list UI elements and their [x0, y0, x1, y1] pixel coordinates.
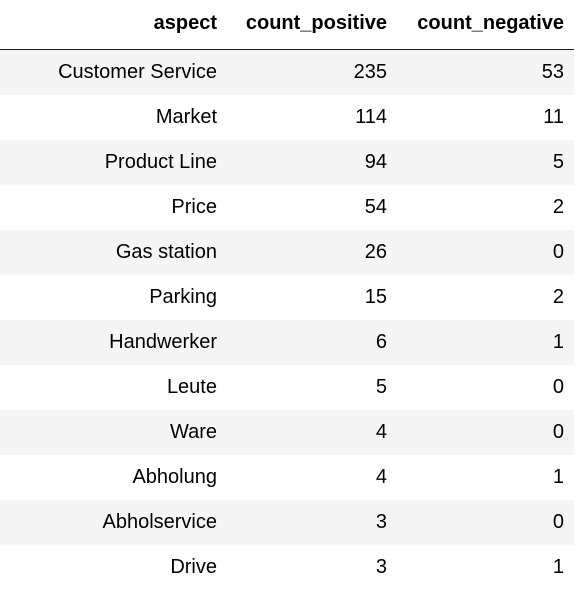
cell-aspect: Parking [0, 275, 226, 320]
cell-count-positive: 26 [226, 230, 396, 275]
cell-count-positive: 3 [226, 500, 396, 545]
cell-count-positive: 5 [226, 365, 396, 410]
table-row: Price 54 2 [0, 185, 574, 230]
table-row: Gas station 26 0 [0, 230, 574, 275]
cell-count-negative: 0 [396, 410, 574, 455]
cell-aspect: Customer Service [0, 50, 226, 96]
table-row: Parking 15 2 [0, 275, 574, 320]
cell-count-positive: 4 [226, 455, 396, 500]
column-header-count-positive: count_positive [226, 0, 396, 50]
cell-aspect: Handwerker [0, 320, 226, 365]
table-row: Customer Service 235 53 [0, 50, 574, 96]
cell-count-positive: 3 [226, 545, 396, 590]
cell-count-positive: 94 [226, 140, 396, 185]
cell-count-negative: 1 [396, 455, 574, 500]
table-row: Ware 4 0 [0, 410, 574, 455]
cell-count-negative: 1 [396, 545, 574, 590]
cell-count-positive: 235 [226, 50, 396, 96]
cell-count-negative: 1 [396, 320, 574, 365]
cell-count-negative: 0 [396, 230, 574, 275]
table-body: Customer Service 235 53 Market 114 11 Pr… [0, 50, 574, 590]
cell-aspect: Product Line [0, 140, 226, 185]
cell-count-positive: 15 [226, 275, 396, 320]
cell-count-positive: 54 [226, 185, 396, 230]
cell-aspect: Leute [0, 365, 226, 410]
cell-count-negative: 0 [396, 500, 574, 545]
cell-aspect: Abholung [0, 455, 226, 500]
table-row: Abholung 4 1 [0, 455, 574, 500]
table-row: Product Line 94 5 [0, 140, 574, 185]
cell-aspect: Ware [0, 410, 226, 455]
table-row: Market 114 11 [0, 95, 574, 140]
table-row: Handwerker 6 1 [0, 320, 574, 365]
cell-aspect: Abholservice [0, 500, 226, 545]
cell-count-negative: 5 [396, 140, 574, 185]
dataframe-table: aspect count_positive count_negative Cus… [0, 0, 574, 590]
cell-count-positive: 114 [226, 95, 396, 140]
cell-count-negative: 53 [396, 50, 574, 96]
cell-aspect: Gas station [0, 230, 226, 275]
cell-count-negative: 2 [396, 185, 574, 230]
cell-count-negative: 11 [396, 95, 574, 140]
cell-count-positive: 6 [226, 320, 396, 365]
cell-aspect: Price [0, 185, 226, 230]
cell-count-negative: 2 [396, 275, 574, 320]
cell-count-positive: 4 [226, 410, 396, 455]
table-row: Leute 5 0 [0, 365, 574, 410]
cell-aspect: Market [0, 95, 226, 140]
table-row: Drive 3 1 [0, 545, 574, 590]
table-row: Abholservice 3 0 [0, 500, 574, 545]
column-header-count-negative: count_negative [396, 0, 574, 50]
cell-aspect: Drive [0, 545, 226, 590]
table-header: aspect count_positive count_negative [0, 0, 574, 50]
column-header-aspect: aspect [0, 0, 226, 50]
cell-count-negative: 0 [396, 365, 574, 410]
header-row: aspect count_positive count_negative [0, 0, 574, 50]
